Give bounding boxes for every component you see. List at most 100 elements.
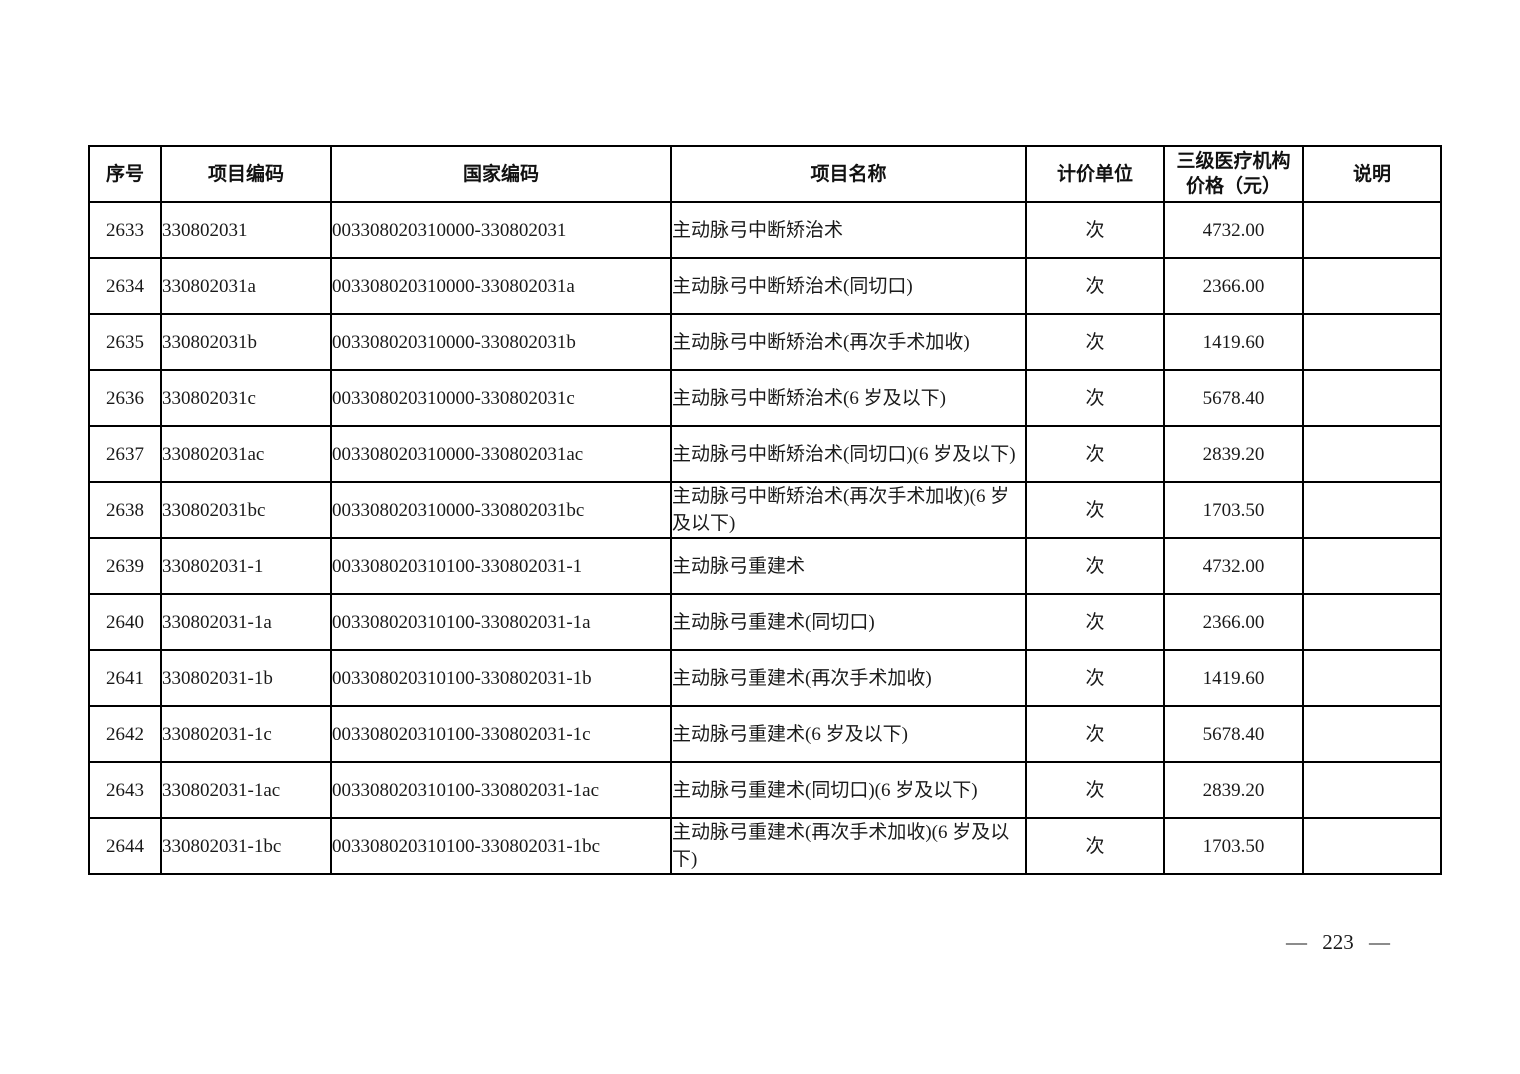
- cell-unit: 次: [1025, 201, 1165, 259]
- cell-project-name: 主动脉弓重建术(再次手术加收)(6 岁及以下): [670, 817, 1027, 875]
- table-row: 2644 330802031-1bc 003308020310100-3308020…: [88, 817, 1442, 875]
- cell-price: 5678.40: [1163, 369, 1304, 427]
- table-row: 2642 330802031-1c 003308020310100-33080203…: [88, 705, 1442, 763]
- cell-note: [1302, 369, 1442, 427]
- cell-national-code: 003308020310000-330802031ac: [330, 425, 672, 483]
- cell-note: [1302, 257, 1442, 315]
- cell-unit: 次: [1025, 761, 1165, 819]
- cell-project-code: 330802031a: [160, 257, 332, 315]
- cell-project-code: 330802031-1: [160, 537, 332, 595]
- cell-project-name: 主动脉弓重建术(同切口)(6 岁及以下): [670, 761, 1027, 819]
- cell-note: [1302, 593, 1442, 651]
- cell-national-code: 003308020310100-330802031-1b: [330, 649, 672, 707]
- cell-project-name: 主动脉弓中断矫治术: [670, 201, 1027, 259]
- cell-price: 2839.20: [1163, 761, 1304, 819]
- cell-project-name: 主动脉弓中断矫治术(再次手术加收): [670, 313, 1027, 371]
- page-number: — 223 —: [1286, 930, 1390, 954]
- col-header-project-name: 项目名称: [670, 145, 1027, 203]
- table-row: 2641 330802031-1b 003308020310100-33080203…: [88, 649, 1442, 707]
- cell-national-code: 003308020310000-330802031a: [330, 257, 672, 315]
- cell-index: 2641: [88, 649, 162, 707]
- cell-project-name: 主动脉弓中断矫治术(同切口): [670, 257, 1027, 315]
- table-row: 2634 330802031a 003308020310000-330802031a…: [88, 257, 1442, 315]
- cell-unit: 次: [1025, 537, 1165, 595]
- cell-price: 2366.00: [1163, 593, 1304, 651]
- cell-unit: 次: [1025, 257, 1165, 315]
- cell-project-code: 330802031-1ac: [160, 761, 332, 819]
- cell-national-code: 003308020310000-330802031b: [330, 313, 672, 371]
- table-row: 2633 330802031 003308020310000-330802031 主动…: [88, 201, 1442, 259]
- cell-price: 1703.50: [1163, 817, 1304, 875]
- cell-national-code: 003308020310100-330802031-1c: [330, 705, 672, 763]
- cell-price: 4732.00: [1163, 201, 1304, 259]
- cell-project-code: 330802031c: [160, 369, 332, 427]
- cell-note: [1302, 761, 1442, 819]
- cell-unit: 次: [1025, 593, 1165, 651]
- cell-index: 2643: [88, 761, 162, 819]
- cell-project-code: 330802031b: [160, 313, 332, 371]
- cell-index: 2633: [88, 201, 162, 259]
- col-header-unit: 计价单位: [1025, 145, 1165, 203]
- cell-note: [1302, 201, 1442, 259]
- cell-index: 2638: [88, 481, 162, 539]
- cell-price: 1419.60: [1163, 313, 1304, 371]
- price-header-line1: 三级医疗机构: [1176, 151, 1291, 172]
- cell-unit: 次: [1025, 649, 1165, 707]
- cell-national-code: 003308020310000-330802031: [330, 201, 672, 259]
- cell-national-code: 003308020310000-330802031bc: [330, 481, 672, 539]
- cell-unit: 次: [1025, 369, 1165, 427]
- cell-national-code: 003308020310000-330802031c: [330, 369, 672, 427]
- cell-project-code: 330802031-1bc: [160, 817, 332, 875]
- cell-index: 2636: [88, 369, 162, 427]
- cell-index: 2639: [88, 537, 162, 595]
- cell-unit: 次: [1025, 817, 1165, 875]
- cell-project-code: 330802031bc: [160, 481, 332, 539]
- cell-index: 2642: [88, 705, 162, 763]
- cell-national-code: 003308020310100-330802031-1: [330, 537, 672, 595]
- col-header-national-code: 国家编码: [330, 145, 672, 203]
- cell-index: 2644: [88, 817, 162, 875]
- cell-note: [1302, 817, 1442, 875]
- cell-project-code: 330802031-1b: [160, 649, 332, 707]
- table-row: 2635 330802031b 003308020310000-330802031b…: [88, 313, 1442, 371]
- cell-note: [1302, 705, 1442, 763]
- cell-index: 2635: [88, 313, 162, 371]
- cell-project-name: 主动脉弓重建术: [670, 537, 1027, 595]
- cell-project-name: 主动脉弓中断矫治术(再次手术加收)(6 岁及以下): [670, 481, 1027, 539]
- cell-price: 1703.50: [1163, 481, 1304, 539]
- cell-project-code: 330802031ac: [160, 425, 332, 483]
- cell-index: 2634: [88, 257, 162, 315]
- table-row: 2640 330802031-1a 003308020310100-33080203…: [88, 593, 1442, 651]
- cell-index: 2640: [88, 593, 162, 651]
- table-header-row: 序号 项目编码 国家编码 项目名称 计价单位 三级医疗机构 价格（元） 说明: [88, 145, 1442, 203]
- col-header-price: 三级医疗机构 价格（元）: [1163, 145, 1304, 203]
- cell-price: 4732.00: [1163, 537, 1304, 595]
- cell-national-code: 003308020310100-330802031-1bc: [330, 817, 672, 875]
- col-header-note: 说明: [1302, 145, 1442, 203]
- cell-project-name: 主动脉弓中断矫治术(6 岁及以下): [670, 369, 1027, 427]
- cell-project-name: 主动脉弓重建术(6 岁及以下): [670, 705, 1027, 763]
- cell-note: [1302, 649, 1442, 707]
- cell-national-code: 003308020310100-330802031-1a: [330, 593, 672, 651]
- price-table: 序号 项目编码 国家编码 项目名称 计价单位 三级医疗机构 价格（元） 说明 2…: [88, 145, 1442, 875]
- col-header-index: 序号: [88, 145, 162, 203]
- cell-project-code: 330802031-1c: [160, 705, 332, 763]
- cell-note: [1302, 537, 1442, 595]
- cell-project-code: 330802031-1a: [160, 593, 332, 651]
- price-header-line2: 价格（元）: [1185, 176, 1281, 197]
- cell-unit: 次: [1025, 313, 1165, 371]
- table-row: 2638 330802031bc 003308020310000-330802031…: [88, 481, 1442, 539]
- cell-project-code: 330802031: [160, 201, 332, 259]
- cell-national-code: 003308020310100-330802031-1ac: [330, 761, 672, 819]
- cell-project-name: 主动脉弓中断矫治术(同切口)(6 岁及以下): [670, 425, 1027, 483]
- cell-note: [1302, 313, 1442, 371]
- cell-price: 2839.20: [1163, 425, 1304, 483]
- cell-price: 1419.60: [1163, 649, 1304, 707]
- table-row: 2637 330802031ac 003308020310000-330802031…: [88, 425, 1442, 483]
- table-row: 2639 330802031-1 003308020310100-330802031…: [88, 537, 1442, 595]
- cell-project-name: 主动脉弓重建术(同切口): [670, 593, 1027, 651]
- cell-project-name: 主动脉弓重建术(再次手术加收): [670, 649, 1027, 707]
- cell-index: 2637: [88, 425, 162, 483]
- cell-unit: 次: [1025, 425, 1165, 483]
